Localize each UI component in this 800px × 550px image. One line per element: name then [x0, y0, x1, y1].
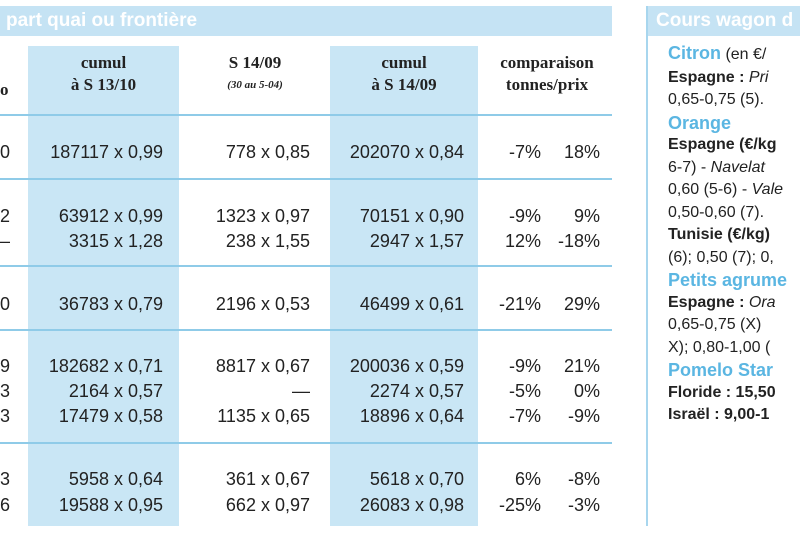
cell-first: 9: [0, 356, 10, 376]
cell-prix: 18%: [563, 142, 600, 162]
cell-first: 3: [0, 469, 10, 489]
cell-tonnes: 6%: [514, 469, 541, 489]
cell-tonnes: 12%: [504, 231, 541, 251]
cell-week: 8817 x 0,67: [215, 356, 310, 376]
orange-price-b: 0,60 (5-6) -: [668, 181, 752, 198]
cell-cumul-prev: 17479 x 0,58: [58, 406, 163, 426]
column-band-cumul-prev: [28, 46, 179, 526]
cell-cumul: 18896 x 0,64: [359, 406, 464, 426]
cell-week: 778 x 0,85: [225, 142, 310, 162]
citron-origin: Espagne :: [668, 68, 745, 86]
cell-tonnes: -9%: [508, 206, 541, 226]
citron-price: 0,65-0,75 (5).: [668, 91, 765, 108]
cell-tonnes: -7%: [508, 406, 541, 426]
cell-cumul: 46499 x 0,61: [359, 294, 464, 314]
row-separator: [0, 265, 612, 267]
citron-variety: Pri: [748, 68, 769, 86]
cell-first: 3: [0, 406, 10, 426]
cell-tonnes: -5%: [508, 381, 541, 401]
cell-cumul: 70151 x 0,90: [359, 206, 464, 226]
cell-week: 361 x 0,67: [225, 469, 310, 489]
orange-origin: Espagne (€/kg: [668, 136, 777, 153]
cell-cumul-prev: 2164 x 0,57: [68, 381, 163, 401]
cell-cumul-prev: 187117 x 0,99: [50, 142, 163, 162]
cell-prix: 9%: [573, 206, 600, 226]
cell-prix: -3%: [567, 495, 600, 515]
cell-week: 662 x 0,97: [225, 495, 310, 515]
cell-cumul-prev: 182682 x 0,71: [48, 356, 163, 376]
cell-week: —: [292, 381, 310, 401]
cell-cumul: 2947 x 1,57: [369, 231, 464, 251]
cell-week: 2196 x 0,53: [215, 294, 310, 314]
column-header-comparison: comparaison tonnes/prix: [500, 53, 594, 94]
cell-week: 1323 x 0,97: [215, 206, 310, 226]
column-header-week: S 14/09 (30 au 5-04): [227, 53, 283, 91]
orange-variety-a: Navelat: [710, 158, 765, 176]
cell-prix: 29%: [563, 294, 600, 314]
row-separator: [0, 114, 612, 116]
column-header-0: o: [0, 80, 9, 99]
cell-cumul: 5618 x 0,70: [369, 469, 464, 489]
cell-first: 3: [0, 381, 10, 401]
petits-price-b: X); 0,80-1,00 (: [668, 338, 771, 356]
cell-week: 238 x 1,55: [225, 231, 310, 251]
cell-prix: 21%: [563, 356, 600, 376]
column-header-cumul: cumul à S 14/09: [371, 53, 437, 94]
cell-cumul-prev: 3315 x 1,28: [68, 231, 163, 251]
row-separator: [0, 442, 612, 444]
panel-title: Cours wagon d: [648, 6, 800, 36]
cell-cumul-prev: 63912 x 0,99: [58, 206, 163, 226]
cell-first: 0: [0, 294, 10, 314]
cell-week: 1135 x 0,65: [217, 406, 310, 426]
cell-cumul: 202070 x 0,84: [349, 142, 464, 162]
table-title: part quai ou frontière: [0, 6, 612, 36]
row-separator: [0, 329, 612, 331]
column-header-cumul-prev: cumul à S 13/10: [70, 53, 137, 94]
cell-first: 2: [0, 206, 10, 226]
cell-cumul-prev: 36783 x 0,79: [58, 294, 163, 314]
petits-variety: Ora: [748, 293, 776, 311]
cell-first: 0: [0, 142, 10, 162]
cell-tonnes: -21%: [498, 294, 541, 314]
cell-cumul: 200036 x 0,59: [349, 356, 464, 376]
cell-tonnes: -9%: [508, 356, 541, 376]
column-band-cumul: [330, 46, 478, 526]
cell-prix: -9%: [567, 406, 600, 426]
orange-variety-b: Vale: [751, 181, 784, 198]
cell-first: —: [0, 230, 10, 252]
citron-unit: (en €/: [725, 46, 767, 63]
petits-price-a: 0,65-0,75 (X): [668, 316, 762, 333]
israel-price: Israël : 9,00-1: [668, 406, 770, 423]
cell-cumul-prev: 19588 x 0,95: [58, 495, 163, 515]
section-petits-agrumes: Petits agrume: [668, 270, 788, 290]
cell-prix: -18%: [557, 231, 600, 251]
tunisie-origin: Tunisie (€/kg): [668, 226, 770, 243]
section-orange: Orange: [668, 112, 732, 133]
cell-first: 6: [0, 495, 10, 515]
cell-prix: -8%: [567, 469, 600, 489]
cell-prix: 0%: [573, 381, 600, 401]
orange-price-a: 6-7) -: [668, 158, 711, 176]
cell-cumul: 2274 x 0,57: [369, 381, 464, 401]
petits-origin: Espagne :: [668, 293, 749, 311]
orange-price-c: 0,50-0,60 (7).: [668, 203, 765, 221]
cell-cumul: 26083 x 0,98: [359, 495, 464, 515]
row-separator: [0, 178, 612, 180]
section-pomelo: Pomelo Star: [668, 360, 774, 380]
tunisie-price: (6); 0,50 (7); 0,: [668, 248, 774, 266]
cell-tonnes: -7%: [508, 142, 541, 162]
section-citron: Citron: [668, 43, 721, 63]
wagon-prices-panel: Cours wagon d Citron (en €/ Espagne : Pr…: [646, 6, 800, 526]
cell-cumul-prev: 5958 x 0,64: [68, 469, 163, 489]
floride-price: Floride : 15,50: [668, 383, 776, 401]
cell-tonnes: -25%: [498, 495, 541, 515]
